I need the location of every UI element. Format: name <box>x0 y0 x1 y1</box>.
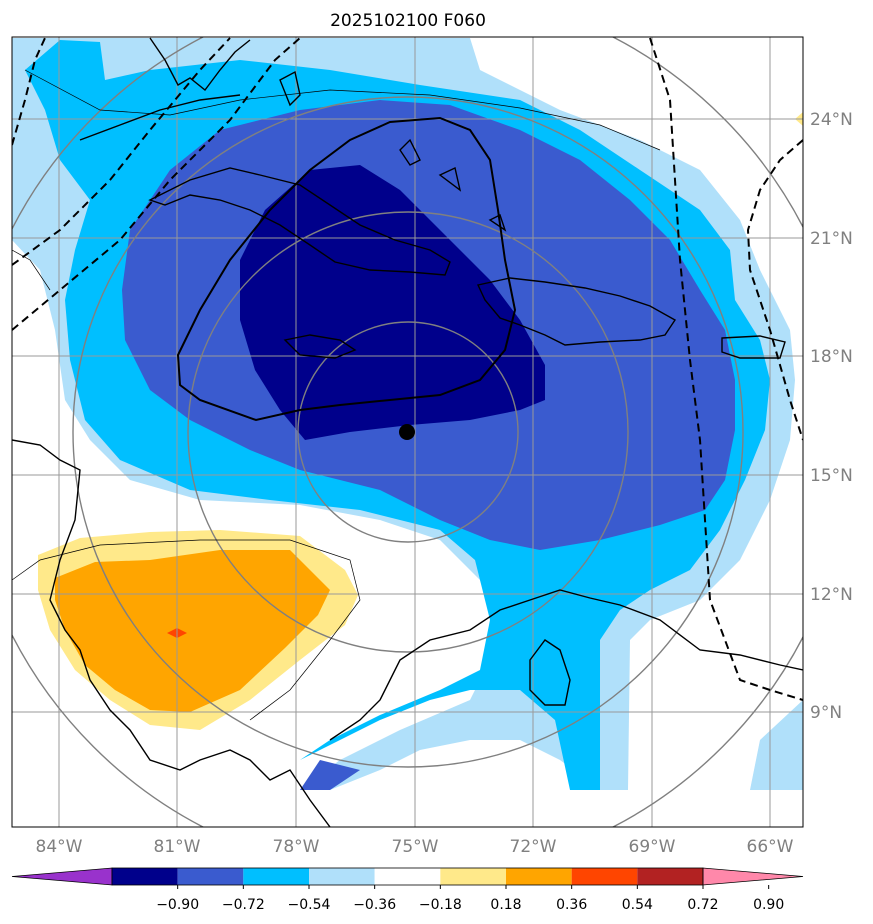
map-panel <box>12 37 803 827</box>
lon-label: 84°W <box>36 837 83 857</box>
coastlines <box>12 37 803 827</box>
colorbar-label: −0.18 <box>419 897 462 913</box>
colorbar-label: 0.72 <box>687 897 718 913</box>
colorbar-extend-high <box>702 867 804 886</box>
dashed-contours <box>12 37 803 701</box>
lon-label: 66°W <box>747 837 794 857</box>
cuba-coastline <box>148 167 451 276</box>
lon-label: 72°W <box>510 837 557 857</box>
borders <box>12 69 661 721</box>
colorbar-segment <box>571 868 638 885</box>
colorbar-segment <box>440 868 506 885</box>
colorbar-frame <box>111 867 704 886</box>
map-title: 2025102100 F060 <box>330 11 486 31</box>
lat-label: 12°N <box>810 585 853 605</box>
colorbar-label: −0.54 <box>288 897 331 913</box>
light-blue-corner-ne <box>750 700 803 790</box>
colorbar-label: −0.36 <box>353 897 396 913</box>
solid-contour <box>176 116 517 422</box>
map-frame <box>11 36 804 828</box>
florida-coastline <box>149 37 251 91</box>
colorbar-label: 0.36 <box>556 897 587 913</box>
colorbar-segment <box>243 868 309 885</box>
colorbar-segment <box>374 868 441 885</box>
lon-label: 81°W <box>154 837 201 857</box>
jamaica-coastline <box>283 334 357 359</box>
colorbar-segment <box>309 868 375 885</box>
colorbar-segment <box>177 868 244 885</box>
colorbar-label: 0.54 <box>622 897 653 913</box>
orange-anomaly-region <box>55 550 330 712</box>
lat-label: 18°N <box>810 347 853 367</box>
colorbar-segment <box>112 868 178 885</box>
colorbar-segment <box>506 868 572 885</box>
hispaniola-coastline <box>476 277 677 346</box>
central-america-coastline <box>12 439 331 827</box>
lon-label: 78°W <box>273 837 320 857</box>
lat-label: 24°N <box>810 110 853 130</box>
medium-blue-south-patch <box>300 760 360 790</box>
colorbar-label: 0.18 <box>490 897 521 913</box>
colorbar: −0.90 −0.72 −0.54 −0.36 −0.18 0.18 0.36 0.54 0.7… <box>11 867 804 913</box>
latitude-labels: 24°N 21°N 18°N 15°N 12°N 9°N <box>810 110 853 723</box>
colorbar-segment <box>637 868 703 885</box>
range-rings <box>12 37 803 827</box>
lat-label: 9°N <box>810 703 842 723</box>
bahamas-coastline <box>279 70 507 232</box>
lat-label: 15°N <box>810 466 853 486</box>
longitude-labels: 84°W 81°W 78°W 75°W 72°W 69°W 66°W <box>36 837 794 857</box>
lake-maracaibo-coastline <box>529 639 571 706</box>
colorbar-label: −0.90 <box>156 897 199 913</box>
colorbar-label: −0.72 <box>222 897 265 913</box>
puerto-rico-coastline <box>721 335 786 359</box>
storm-center-marker <box>399 424 415 440</box>
lon-label: 75°W <box>392 837 439 857</box>
south-america-coastline <box>329 589 803 741</box>
colorbar-extend-low <box>11 867 113 886</box>
colorbar-label: 0.90 <box>753 897 784 913</box>
lat-label: 21°N <box>810 229 853 249</box>
florida-keys-coastline <box>79 94 241 141</box>
lon-label: 69°W <box>629 837 676 857</box>
